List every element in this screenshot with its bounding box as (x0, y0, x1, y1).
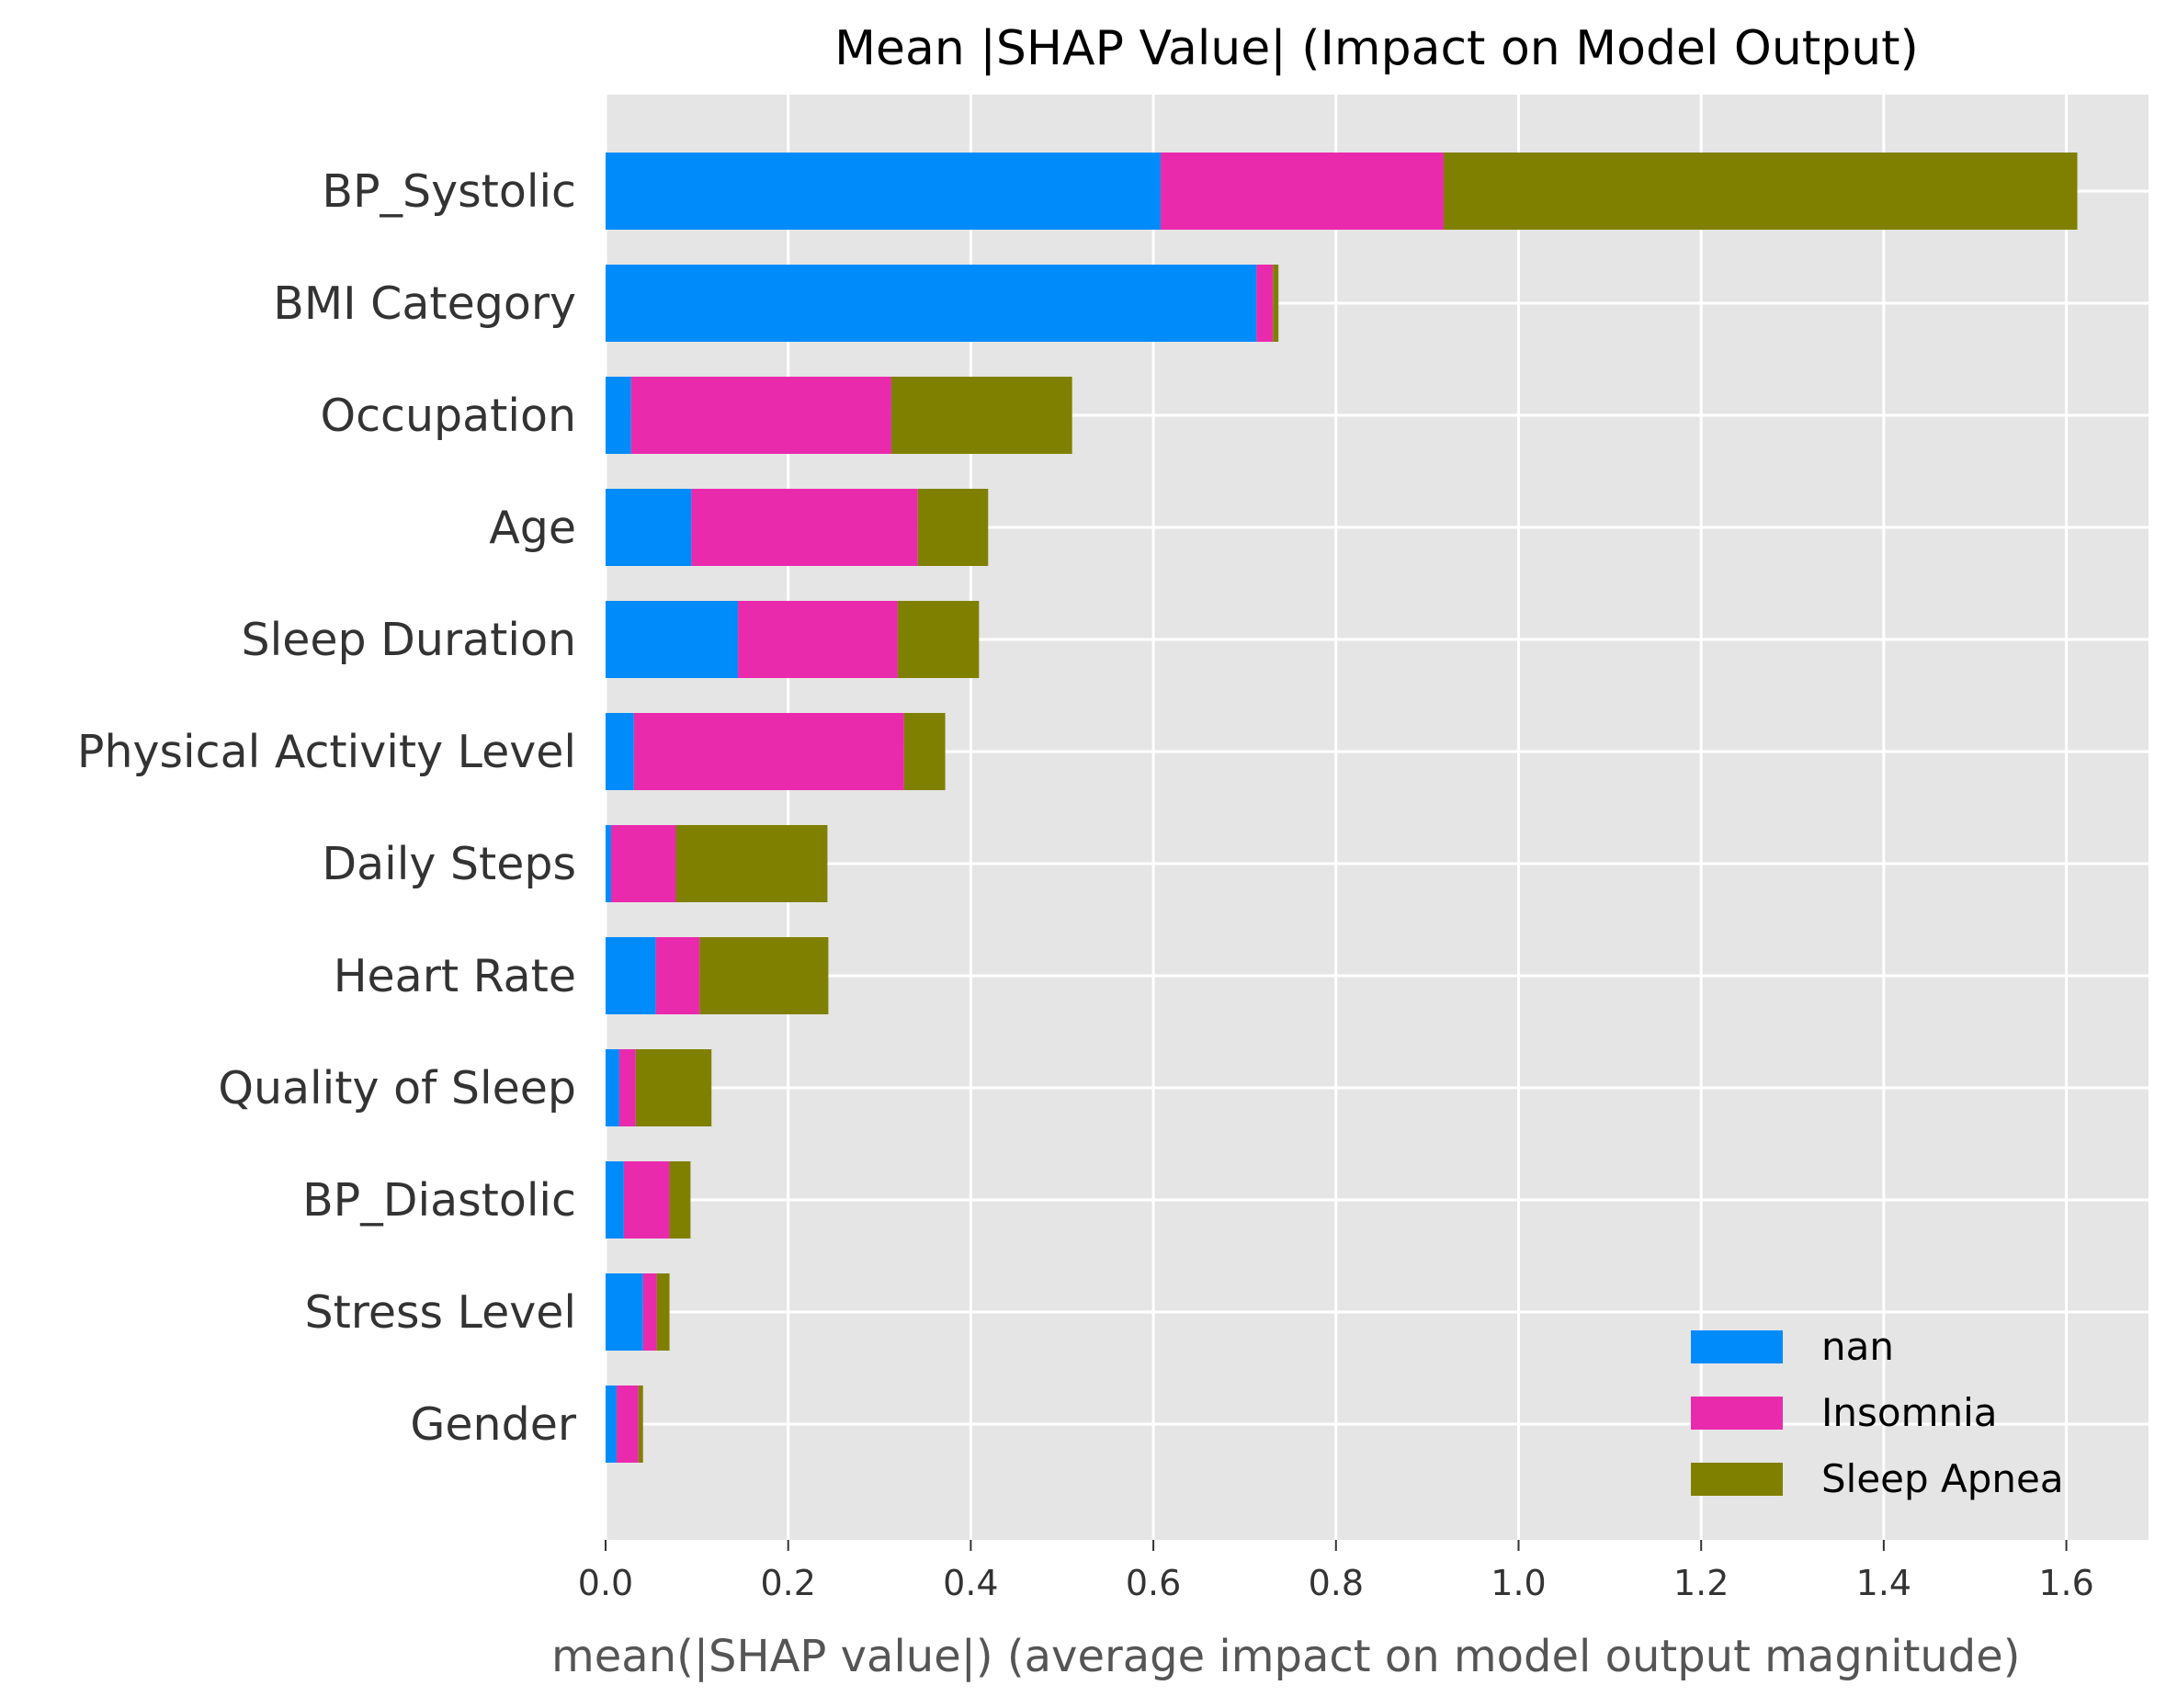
bar-bp-diastolic-nan (606, 1161, 624, 1239)
bar-bp-systolic-sleep-apnea (1444, 153, 2078, 230)
bar-age-sleep-apnea (917, 489, 989, 566)
category-label-heart-rate: Heart Rate (334, 950, 576, 1002)
bar-gender-sleep-apnea (638, 1386, 643, 1463)
bar-gender-insomnia (616, 1386, 639, 1463)
bar-heart-rate-nan (606, 937, 656, 1014)
bar-bmi-category-insomnia (1256, 265, 1274, 342)
bar-bp-diastolic-insomnia (623, 1161, 670, 1239)
x-axis-label: mean(|SHAP value|) (average impact on mo… (551, 1631, 2021, 1682)
bar-quality-of-sleep-sleep-apnea (635, 1049, 712, 1126)
bar-quality-of-sleep-insomnia (618, 1049, 636, 1126)
bar-bmi-category-sleep-apnea (1273, 265, 1279, 342)
chart-title: Mean |SHAP Value| (Impact on Model Outpu… (834, 21, 1919, 76)
category-label-age: Age (489, 502, 576, 554)
bar-heart-rate-insomnia (655, 937, 700, 1014)
bar-occupation-nan (606, 377, 631, 454)
bar-gender-nan (606, 1386, 617, 1463)
bar-physical-activity-level-nan (606, 713, 634, 790)
category-label-stress-level: Stress Level (304, 1286, 576, 1339)
x-tick-label: 0.2 (760, 1563, 815, 1603)
bar-stress-level-nan (606, 1273, 643, 1351)
x-tick-labels: 0.0 0.2 0.4 0.6 0.8 1.0 1.2 1.4 1.6 (578, 1540, 2094, 1603)
bar-stress-level-sleep-apnea (656, 1273, 670, 1351)
bar-bp-systolic-insomnia (1161, 153, 1445, 230)
legend-swatch-insomnia (1691, 1397, 1783, 1430)
bar-sleep-duration-insomnia (738, 601, 898, 678)
bar-quality-of-sleep-nan (606, 1049, 619, 1126)
category-label-quality-of-sleep: Quality of Sleep (218, 1062, 576, 1114)
x-tick-label: 1.2 (1673, 1563, 1729, 1603)
x-tick-label: 1.0 (1491, 1563, 1546, 1603)
bar-occupation-sleep-apnea (890, 377, 1072, 454)
x-tick-label: 0.8 (1309, 1563, 1364, 1603)
legend-swatch-sleep-apnea (1691, 1463, 1783, 1496)
category-label-bp-diastolic: BP_Diastolic (302, 1174, 576, 1227)
bar-stacks (606, 153, 2078, 1463)
bar-daily-steps-sleep-apnea (675, 825, 828, 902)
legend-label-nan: nan (1821, 1324, 1894, 1369)
category-label-gender: Gender (410, 1398, 576, 1451)
category-label-daily-steps: Daily Steps (322, 838, 576, 890)
bar-daily-steps-insomnia (610, 825, 676, 902)
category-label-sleep-duration: Sleep Duration (241, 614, 576, 666)
legend-label-sleep-apnea: Sleep Apnea (1821, 1456, 2064, 1501)
bar-heart-rate-sleep-apnea (699, 937, 829, 1014)
category-label-bmi-category: BMI Category (273, 277, 576, 330)
x-tick-label: 1.6 (2038, 1563, 2093, 1603)
category-label-bp-systolic: BP_Systolic (322, 165, 576, 218)
bar-sleep-duration-nan (606, 601, 739, 678)
category-labels: BP_Systolic BMI Category Occupation Age Slee… (77, 165, 577, 1451)
bar-bmi-category-nan (606, 265, 1257, 342)
bar-bp-diastolic-sleep-apnea (669, 1161, 691, 1239)
category-label-occupation: Occupation (321, 390, 577, 442)
bar-sleep-duration-sleep-apnea (897, 601, 980, 678)
x-tick-label: 0.4 (943, 1563, 998, 1603)
category-label-physical-activity-level: Physical Activity Level (77, 726, 576, 778)
bar-stress-level-insomnia (642, 1273, 657, 1351)
x-tick-label: 0.6 (1126, 1563, 1181, 1603)
bar-age-insomnia (691, 489, 918, 566)
bar-bp-systolic-nan (606, 153, 1162, 230)
bar-occupation-insomnia (630, 377, 891, 454)
x-tick-label: 1.4 (1856, 1563, 1911, 1603)
bar-physical-activity-level-insomnia (633, 713, 904, 790)
bar-daily-steps-nan (606, 825, 611, 902)
bar-physical-activity-level-sleep-apnea (903, 713, 946, 790)
legend: nan Insomnia Sleep Apnea (1691, 1324, 2064, 1501)
bar-age-nan (606, 489, 692, 566)
x-tick-label: 0.0 (578, 1563, 633, 1603)
legend-label-insomnia: Insomnia (1821, 1390, 1998, 1435)
legend-swatch-nan (1691, 1330, 1783, 1363)
